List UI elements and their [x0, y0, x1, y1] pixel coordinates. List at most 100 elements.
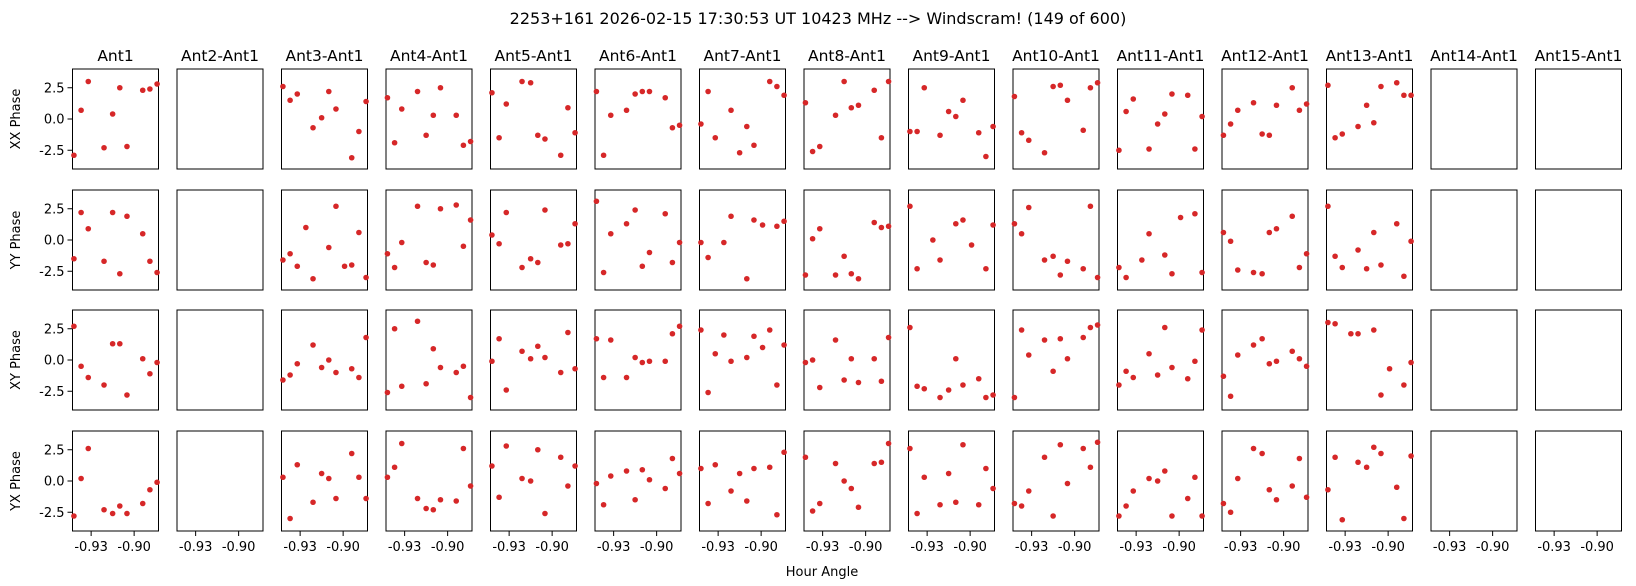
data-point [1273, 225, 1280, 232]
axes-frame [1012, 189, 1100, 291]
axes-frame [594, 189, 682, 291]
data-point [414, 318, 421, 325]
subplot-panel [1220, 189, 1310, 291]
data-point [437, 496, 444, 503]
subplot-panel [802, 68, 892, 170]
x-tick-label: -0.90 [222, 540, 256, 555]
data-point [71, 255, 77, 262]
data-point [937, 501, 943, 508]
axes-frame [385, 68, 473, 170]
data-point [945, 470, 952, 477]
data-point [646, 88, 653, 95]
data-point [535, 446, 541, 453]
data-point [623, 107, 630, 114]
data-point [557, 152, 564, 159]
data-point [698, 465, 704, 472]
data-point [1289, 84, 1296, 91]
data-point [557, 369, 564, 376]
data-point [855, 504, 862, 511]
column-title: Ant13-Ant1 [1326, 47, 1414, 65]
data-point [744, 123, 750, 130]
data-point [139, 87, 146, 94]
subplot-panel [698, 68, 787, 170]
data-point [632, 207, 638, 213]
column-title: Ant11-Ant1 [1117, 47, 1205, 65]
data-point [147, 370, 153, 377]
data-point [453, 202, 460, 208]
data-point [109, 209, 116, 216]
x-tick-label: -0.90 [953, 540, 987, 555]
data-point [117, 270, 123, 277]
axes-frame [176, 68, 264, 170]
axes-frame [281, 189, 368, 291]
data-point [572, 220, 578, 227]
data-point [907, 203, 913, 210]
data-point [1130, 374, 1137, 381]
data-point [841, 377, 847, 383]
data-point [109, 510, 116, 517]
data-point [885, 78, 892, 85]
data-point [496, 494, 502, 501]
data-point [1386, 365, 1393, 372]
data-point [728, 213, 734, 220]
data-point [430, 506, 437, 513]
data-point [639, 466, 646, 473]
data-point [453, 498, 460, 504]
data-point [430, 262, 437, 268]
data-point [669, 330, 676, 337]
data-point [1057, 272, 1064, 278]
subplot-panel [698, 189, 787, 291]
y-tick-label: -2.5 [39, 144, 64, 159]
data-point [109, 340, 116, 347]
data-point [983, 465, 989, 472]
data-point [907, 324, 913, 331]
data-point [751, 465, 757, 472]
data-point [1130, 96, 1137, 102]
data-point [71, 323, 77, 330]
data-point [1296, 107, 1303, 114]
data-point [527, 478, 534, 484]
data-point [1087, 84, 1094, 91]
data-point [1266, 360, 1273, 367]
data-point [565, 329, 571, 336]
data-point [662, 210, 669, 217]
data-point [878, 134, 885, 141]
data-point [1162, 111, 1168, 117]
subplot-panel [280, 309, 369, 411]
axes-frame [1221, 68, 1309, 170]
data-point [662, 485, 669, 492]
y-tick-label: 0.0 [44, 113, 65, 128]
data-point [147, 86, 153, 92]
column-title: Ant3-Ant1 [286, 47, 364, 65]
data-point [781, 342, 787, 348]
data-point [391, 464, 398, 471]
subplot-panel [1430, 189, 1518, 291]
data-point [736, 470, 743, 477]
data-point [744, 354, 750, 361]
x-tick-label: -0.93 [1433, 540, 1467, 555]
data-point [101, 382, 107, 388]
data-point [698, 121, 704, 127]
axes-frame [1430, 309, 1518, 411]
data-point [639, 88, 646, 95]
data-point [953, 355, 959, 362]
subplot-panel [1535, 189, 1622, 291]
data-point [287, 515, 293, 522]
data-point [1064, 355, 1071, 362]
data-point [326, 357, 332, 363]
data-point [885, 440, 892, 447]
data-point [1227, 393, 1234, 400]
data-point [1348, 330, 1354, 337]
axes-frame [385, 189, 473, 291]
data-point [1401, 92, 1407, 99]
data-point [1094, 274, 1101, 281]
axes-frame [490, 189, 577, 291]
data-point [1041, 257, 1048, 263]
data-point [1266, 132, 1273, 139]
data-point [1355, 247, 1361, 253]
column-title: Ant10-Ant1 [1012, 47, 1100, 65]
data-point [423, 259, 429, 266]
row-label: XY Phase [9, 330, 24, 390]
data-point [489, 232, 495, 238]
data-point [1154, 121, 1161, 127]
